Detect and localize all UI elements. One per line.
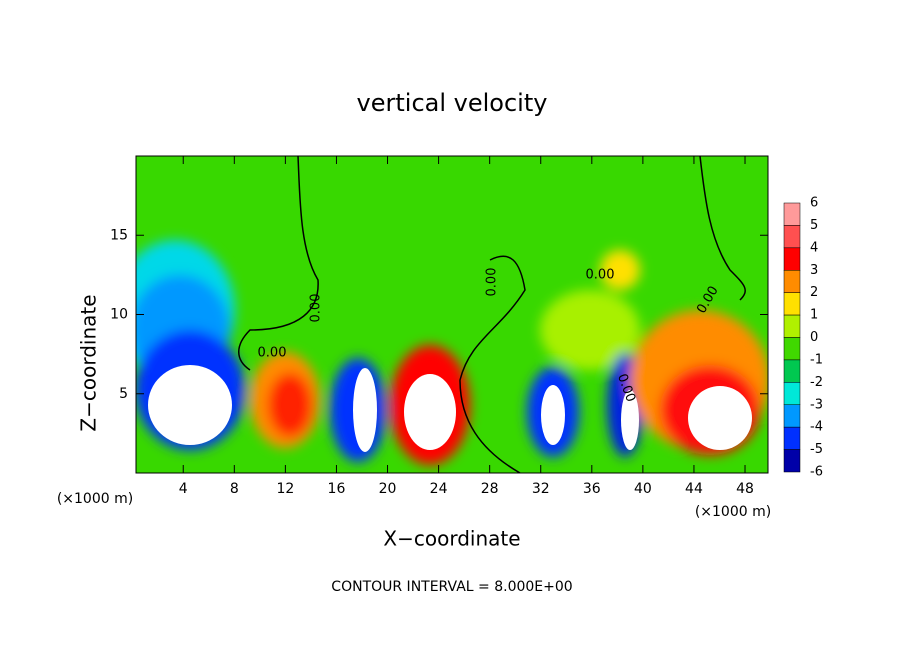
- colorbar-swatch: [783, 426, 801, 450]
- colorbar-swatch: [783, 359, 801, 383]
- colorbar-label: -6: [810, 465, 823, 480]
- x-tick-label: 24: [430, 481, 448, 497]
- colorbar-label: 3: [810, 263, 818, 278]
- colorbar-label: 0: [810, 330, 818, 345]
- y-tick-label: 15: [110, 227, 128, 243]
- colorbar-label: -3: [810, 397, 823, 412]
- chart-title: vertical velocity: [357, 89, 548, 117]
- colorbar-label: -1: [810, 352, 823, 367]
- x-axis-label: X−coordinate: [383, 527, 520, 551]
- colorbar-swatch: [783, 404, 801, 428]
- colorbar-swatch: [783, 314, 801, 338]
- colorbar-label: 2: [810, 285, 818, 300]
- x-tick-label: 28: [481, 481, 499, 497]
- colorbar-swatch: [783, 337, 801, 361]
- x-tick-label: 8: [230, 481, 239, 497]
- x-tick-label: 36: [583, 481, 601, 497]
- y-axis-label: Z−coordinate: [77, 294, 101, 431]
- contour-label: 0.00: [586, 268, 615, 283]
- contour-label: 0.00: [485, 268, 500, 297]
- colorbar-label: 4: [810, 240, 818, 255]
- x-tick-label: 32: [532, 481, 550, 497]
- x-tick-label: 16: [328, 481, 346, 497]
- x-tick-label: 12: [276, 481, 294, 497]
- x-tick-label: 40: [634, 481, 652, 497]
- colorbar-label: -5: [810, 442, 823, 457]
- colorbar-swatch: [783, 449, 801, 473]
- x-tick-label: 48: [736, 481, 754, 497]
- colorbar-swatch: [783, 270, 801, 293]
- contour-label: 0.00: [309, 294, 324, 323]
- colorbar-label: 6: [810, 196, 818, 211]
- colorbar-swatch: [783, 225, 801, 249]
- contour-label: 0.00: [258, 346, 287, 361]
- field: [136, 156, 768, 473]
- colorbar-swatch: [783, 247, 801, 271]
- x-unit: (×1000 m): [57, 491, 133, 507]
- y-tick-label: 5: [119, 386, 128, 402]
- x-unit: (×1000 m): [695, 504, 771, 520]
- colorbar-swatch: [783, 202, 801, 226]
- x-tick-label: 20: [379, 481, 397, 497]
- colorbar-label: 1: [810, 308, 818, 323]
- colorbar-label: -2: [810, 375, 823, 390]
- x-tick-label: 4: [179, 481, 188, 497]
- footer: CONTOUR INTERVAL = 8.000E+00: [331, 579, 572, 595]
- colorbar-label: 5: [810, 218, 818, 233]
- y-tick-label: 10: [110, 307, 128, 323]
- colorbar-label: -4: [810, 420, 823, 435]
- colorbar-swatch: [783, 382, 801, 406]
- x-tick-label: 44: [685, 481, 703, 497]
- colorbar-swatch: [783, 292, 801, 316]
